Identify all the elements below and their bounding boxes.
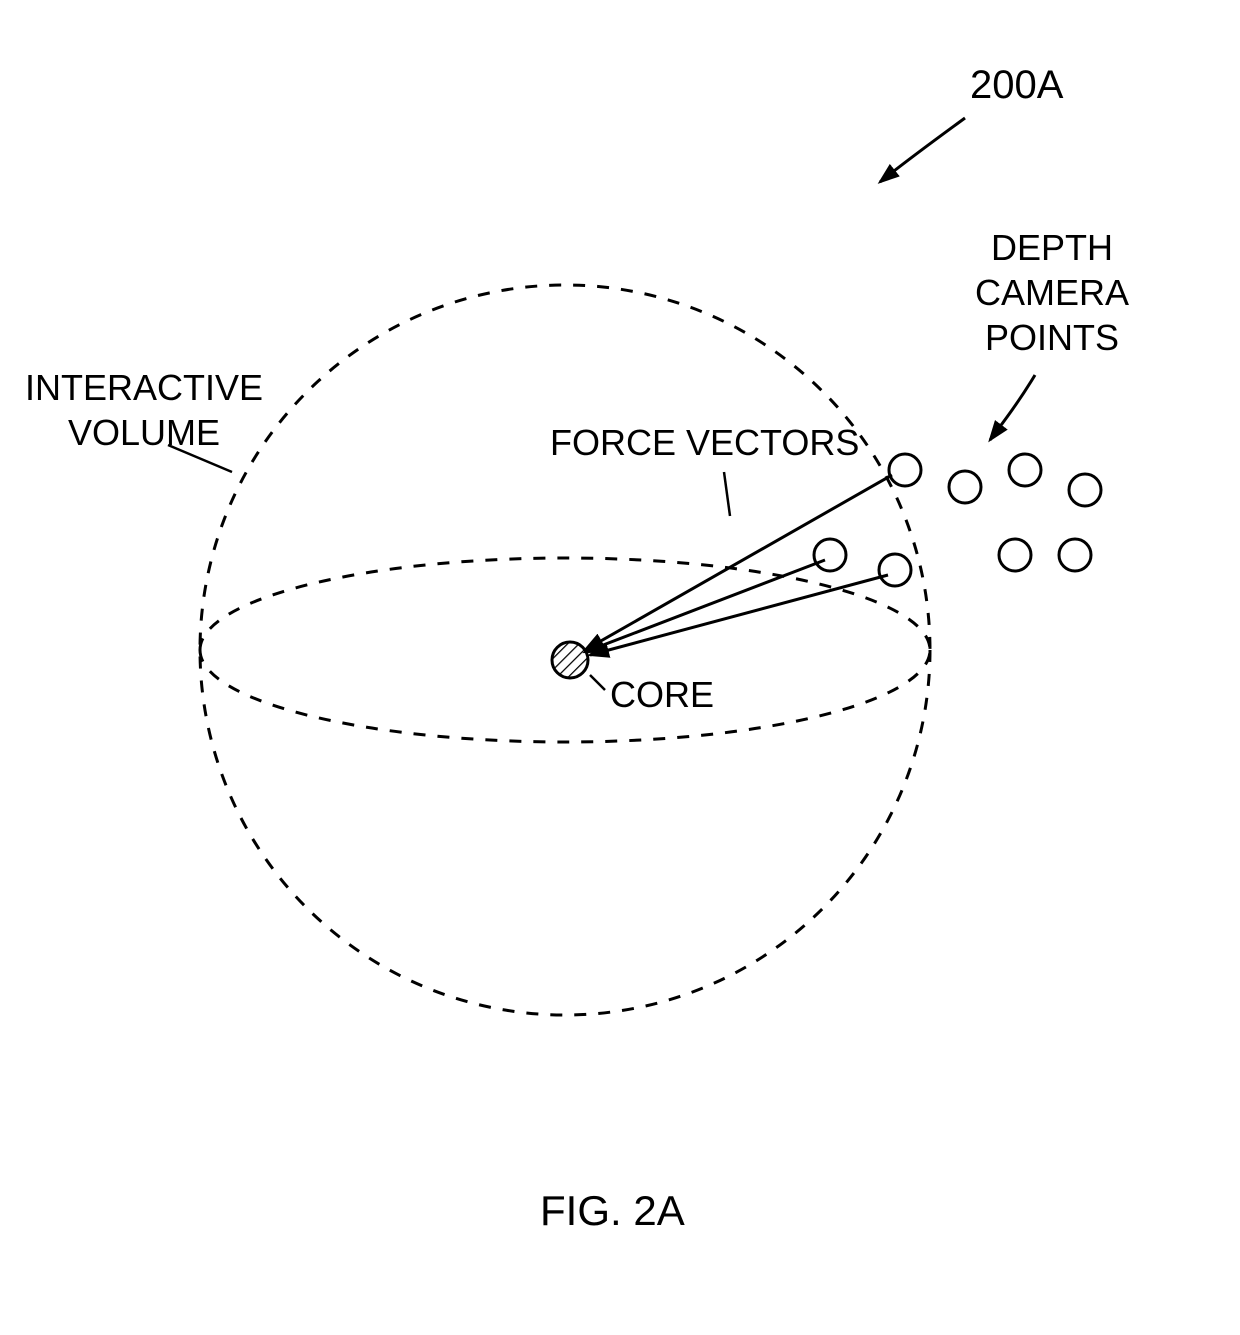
ref-arrow: [880, 118, 965, 182]
interactive-volume-label: INTERACTIVE VOLUME: [25, 365, 263, 455]
leader-depth-points: [990, 375, 1035, 440]
force-vector: [585, 475, 892, 650]
depth-camera-points-label: DEPTH CAMERA POINTS: [975, 225, 1129, 360]
leader-force-vectors: [724, 472, 730, 516]
depth-point: [949, 471, 981, 503]
figure-title: FIG. 2A: [540, 1185, 685, 1238]
depth-point: [999, 539, 1031, 571]
depth-point: [879, 554, 911, 586]
depth-point: [814, 539, 846, 571]
force-vectors-label: FORCE VECTORS: [550, 420, 859, 465]
core-circle: [552, 642, 588, 678]
sphere-equator-back: [200, 558, 930, 650]
depth-point: [1059, 539, 1091, 571]
core-label: CORE: [610, 672, 714, 717]
diagram-svg: [0, 0, 1240, 1335]
ref-number-label: 200A: [970, 60, 1063, 110]
depth-point: [889, 454, 921, 486]
leader-core: [590, 675, 605, 690]
force-vector: [590, 575, 888, 655]
depth-point: [1069, 474, 1101, 506]
depth-point: [1009, 454, 1041, 486]
force-vector: [585, 560, 825, 652]
